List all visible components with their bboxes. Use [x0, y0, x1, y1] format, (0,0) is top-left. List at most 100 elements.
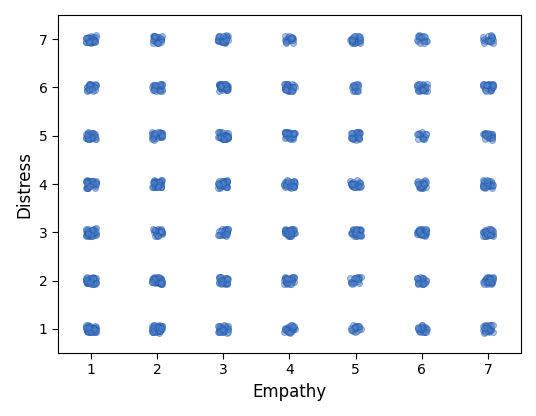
- Point: [413, 82, 422, 88]
- Point: [217, 276, 225, 283]
- Point: [288, 228, 296, 235]
- Point: [353, 87, 362, 93]
- Point: [214, 37, 222, 43]
- Point: [221, 32, 230, 39]
- Point: [149, 324, 158, 331]
- Point: [288, 277, 296, 284]
- Point: [217, 133, 226, 139]
- Point: [420, 39, 429, 46]
- Point: [355, 280, 364, 286]
- Point: [84, 135, 93, 142]
- Point: [157, 183, 166, 190]
- Point: [86, 275, 94, 281]
- Point: [215, 184, 224, 191]
- Point: [488, 227, 497, 234]
- Point: [88, 135, 96, 141]
- Point: [281, 130, 289, 137]
- Point: [347, 182, 356, 189]
- Point: [86, 81, 94, 87]
- Point: [84, 38, 93, 45]
- Point: [286, 281, 295, 287]
- Point: [489, 232, 497, 239]
- Point: [154, 275, 163, 282]
- Point: [489, 82, 497, 89]
- Point: [222, 230, 231, 237]
- Point: [417, 227, 426, 233]
- Point: [354, 182, 362, 188]
- Point: [286, 233, 295, 239]
- Point: [283, 327, 292, 333]
- Point: [287, 231, 296, 238]
- Point: [487, 322, 495, 329]
- Point: [355, 229, 363, 235]
- Point: [155, 229, 163, 235]
- Point: [153, 40, 162, 46]
- Point: [489, 277, 497, 283]
- Point: [286, 37, 294, 43]
- Point: [412, 82, 421, 89]
- Point: [152, 233, 161, 239]
- Point: [280, 86, 289, 93]
- Point: [224, 326, 233, 333]
- Point: [154, 34, 162, 41]
- Point: [353, 129, 361, 135]
- Point: [224, 133, 232, 140]
- Point: [422, 83, 431, 90]
- Point: [222, 183, 230, 190]
- Point: [353, 230, 361, 237]
- Point: [90, 226, 98, 233]
- Point: [422, 80, 431, 87]
- Point: [219, 327, 228, 333]
- Point: [487, 181, 495, 188]
- Point: [91, 324, 100, 331]
- Point: [151, 326, 160, 333]
- Point: [83, 323, 92, 330]
- Point: [220, 83, 228, 89]
- Point: [222, 130, 230, 136]
- Point: [355, 228, 364, 235]
- Point: [85, 231, 93, 238]
- Point: [219, 38, 227, 45]
- Point: [217, 134, 225, 140]
- Point: [356, 129, 364, 136]
- Point: [422, 226, 430, 233]
- Point: [150, 84, 158, 91]
- Point: [157, 281, 165, 288]
- Point: [480, 228, 488, 235]
- Point: [486, 225, 495, 232]
- Point: [354, 323, 363, 329]
- Point: [288, 274, 297, 281]
- Point: [285, 324, 293, 331]
- Point: [285, 275, 293, 282]
- Point: [420, 231, 428, 238]
- Point: [155, 80, 164, 87]
- Point: [290, 183, 299, 190]
- Point: [221, 279, 229, 285]
- Point: [420, 181, 428, 188]
- Point: [151, 132, 159, 139]
- Point: [82, 325, 91, 332]
- Point: [352, 274, 361, 281]
- Point: [353, 87, 361, 94]
- Point: [158, 130, 167, 137]
- Point: [217, 87, 226, 93]
- Point: [415, 324, 424, 331]
- Point: [221, 178, 229, 185]
- Point: [480, 329, 488, 336]
- Point: [87, 38, 96, 45]
- Point: [91, 135, 100, 142]
- Point: [420, 181, 429, 187]
- Point: [414, 323, 422, 330]
- Point: [418, 129, 427, 136]
- Point: [281, 129, 289, 136]
- Point: [84, 279, 93, 286]
- Point: [84, 328, 92, 334]
- Point: [419, 135, 427, 142]
- Point: [285, 184, 294, 191]
- Point: [214, 323, 223, 330]
- Point: [154, 33, 162, 40]
- Point: [92, 231, 100, 238]
- Point: [84, 39, 93, 45]
- Point: [154, 38, 162, 45]
- Point: [484, 33, 493, 40]
